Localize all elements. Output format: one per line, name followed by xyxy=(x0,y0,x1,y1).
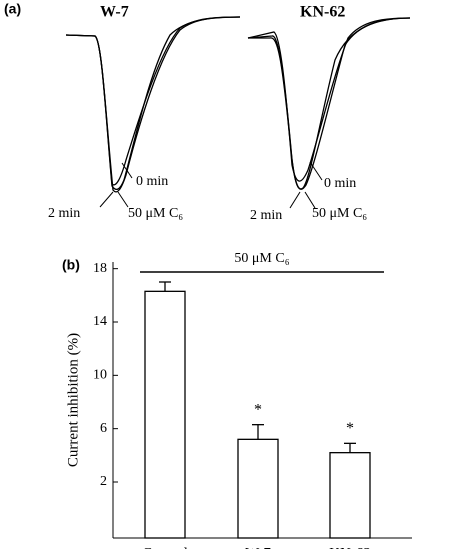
trace-title: KN-62 xyxy=(300,4,345,21)
panel-label: (b) xyxy=(62,257,80,273)
x-tick-label: KN-62 xyxy=(329,545,371,549)
x-tick-label: Control xyxy=(142,545,188,549)
annotation: 50 μM C₆ xyxy=(234,251,289,266)
trace-label: 2 min xyxy=(48,206,80,221)
left-traces xyxy=(65,16,241,208)
trace-label: 50 μM C₆ xyxy=(312,206,367,221)
y-tick-label: 18 xyxy=(93,261,107,276)
y-axis-label: Current inhibition (%) xyxy=(65,333,81,467)
panel-label: (a) xyxy=(4,1,21,17)
bar xyxy=(144,290,186,539)
trace-title: W-7 xyxy=(100,4,129,21)
y-tick-label: 2 xyxy=(100,474,107,489)
bar xyxy=(237,438,279,539)
trace-label: 2 min xyxy=(250,208,282,223)
trace-label: 50 μM C₆ xyxy=(128,206,183,221)
trace-label: 0 min xyxy=(136,174,168,189)
right-traces xyxy=(247,17,411,209)
y-tick-label: 10 xyxy=(93,368,107,383)
trace-label: 0 min xyxy=(324,176,356,191)
significance-mark: * xyxy=(346,420,354,437)
x-tick-label: W-7 xyxy=(245,545,271,549)
significance-mark: * xyxy=(254,401,262,418)
bar xyxy=(329,452,371,539)
y-tick-label: 14 xyxy=(93,314,107,329)
y-tick-label: 6 xyxy=(100,421,107,436)
